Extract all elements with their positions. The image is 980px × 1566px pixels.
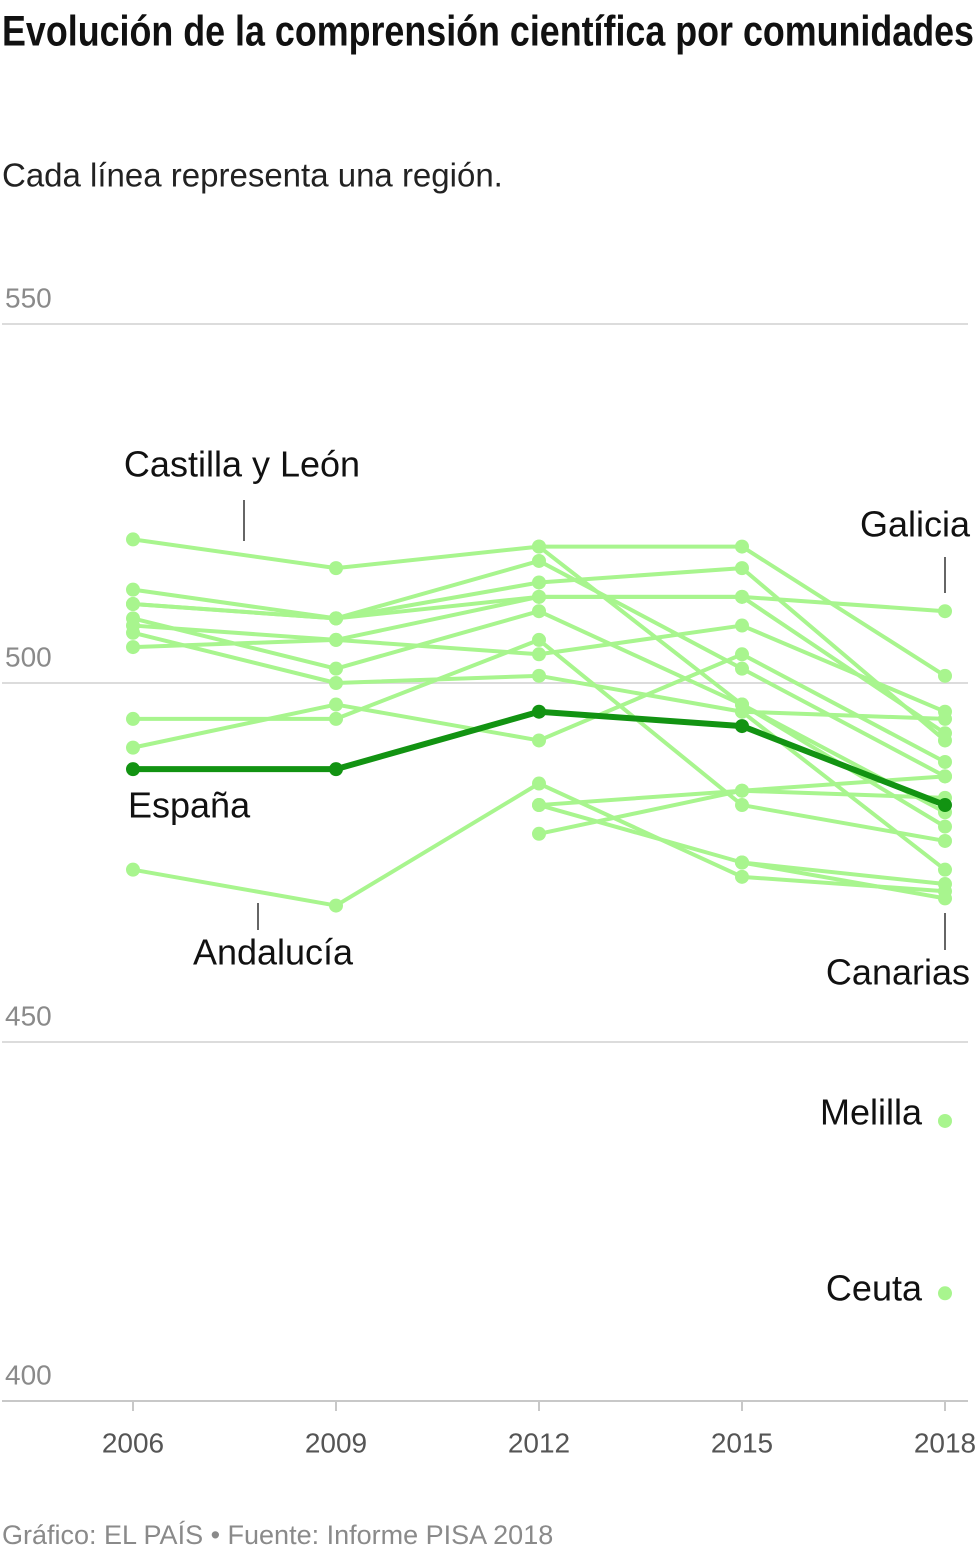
point (126, 597, 140, 612)
point (735, 869, 749, 884)
point (938, 877, 952, 892)
x-tick-label: 2006 (102, 1427, 164, 1458)
x-tick-label: 2012 (508, 1427, 570, 1458)
series-line (537, 545, 946, 815)
point (126, 611, 140, 626)
point (329, 762, 343, 777)
x-tick-label: 2018 (914, 1427, 976, 1458)
point (329, 661, 343, 676)
point (735, 561, 749, 576)
y-tick-label: 450 (5, 1000, 52, 1031)
point (532, 668, 546, 683)
point (735, 539, 749, 554)
point (532, 733, 546, 748)
series-label: Andalucía (193, 932, 354, 973)
chart-subtitle: Cada línea representa una región. (2, 157, 503, 194)
point (938, 668, 952, 683)
series-label: Canarias (826, 952, 970, 993)
point (735, 618, 749, 633)
point (735, 798, 749, 813)
point (735, 661, 749, 676)
point (938, 754, 952, 769)
point (126, 582, 140, 597)
point (735, 855, 749, 870)
x-tick-label: 2009 (305, 1427, 367, 1458)
point (938, 711, 952, 726)
point (938, 798, 952, 813)
point (329, 676, 343, 690)
y-tick-label: 500 (5, 641, 52, 672)
point (938, 833, 952, 848)
point (126, 711, 140, 726)
point (126, 625, 140, 640)
point (532, 575, 546, 590)
point (126, 762, 140, 777)
point (938, 819, 952, 834)
point (735, 647, 749, 662)
series-label: Galicia (860, 504, 971, 545)
point (329, 561, 343, 576)
point (329, 711, 343, 726)
point (532, 632, 546, 647)
point (532, 826, 546, 841)
point (938, 1286, 952, 1301)
chart-title: Evolución de la comprensión científica p… (2, 7, 974, 55)
point (532, 647, 546, 662)
point (532, 589, 546, 604)
point (329, 632, 343, 647)
series-line (741, 860, 946, 901)
point (735, 719, 749, 734)
point (329, 697, 343, 712)
point (938, 769, 952, 784)
point (938, 862, 952, 877)
point (126, 862, 140, 877)
point (126, 740, 140, 755)
series-label: Ceuta (826, 1268, 923, 1309)
point (329, 611, 343, 626)
series-label: Castilla y León (124, 444, 360, 485)
y-tick-label: 400 (5, 1359, 52, 1390)
x-tick-label: 2015 (711, 1427, 773, 1458)
series-label: España (128, 785, 251, 826)
point (329, 898, 343, 913)
point (126, 640, 140, 655)
point (938, 604, 952, 619)
point (532, 704, 546, 719)
series-line (133, 708, 947, 808)
point (532, 798, 546, 813)
series-label: Melilla (820, 1092, 923, 1133)
point (735, 589, 749, 604)
point (532, 604, 546, 619)
point (938, 726, 952, 741)
point (735, 783, 749, 798)
y-tick-label: 550 (5, 282, 52, 313)
point (532, 539, 546, 554)
point (938, 1113, 952, 1128)
point (126, 532, 140, 547)
point (532, 776, 546, 791)
point (532, 553, 546, 568)
point (735, 704, 749, 719)
source: Gráfico: EL PAÍS • Fuente: Informe PISA … (2, 1520, 553, 1550)
point (938, 891, 952, 906)
